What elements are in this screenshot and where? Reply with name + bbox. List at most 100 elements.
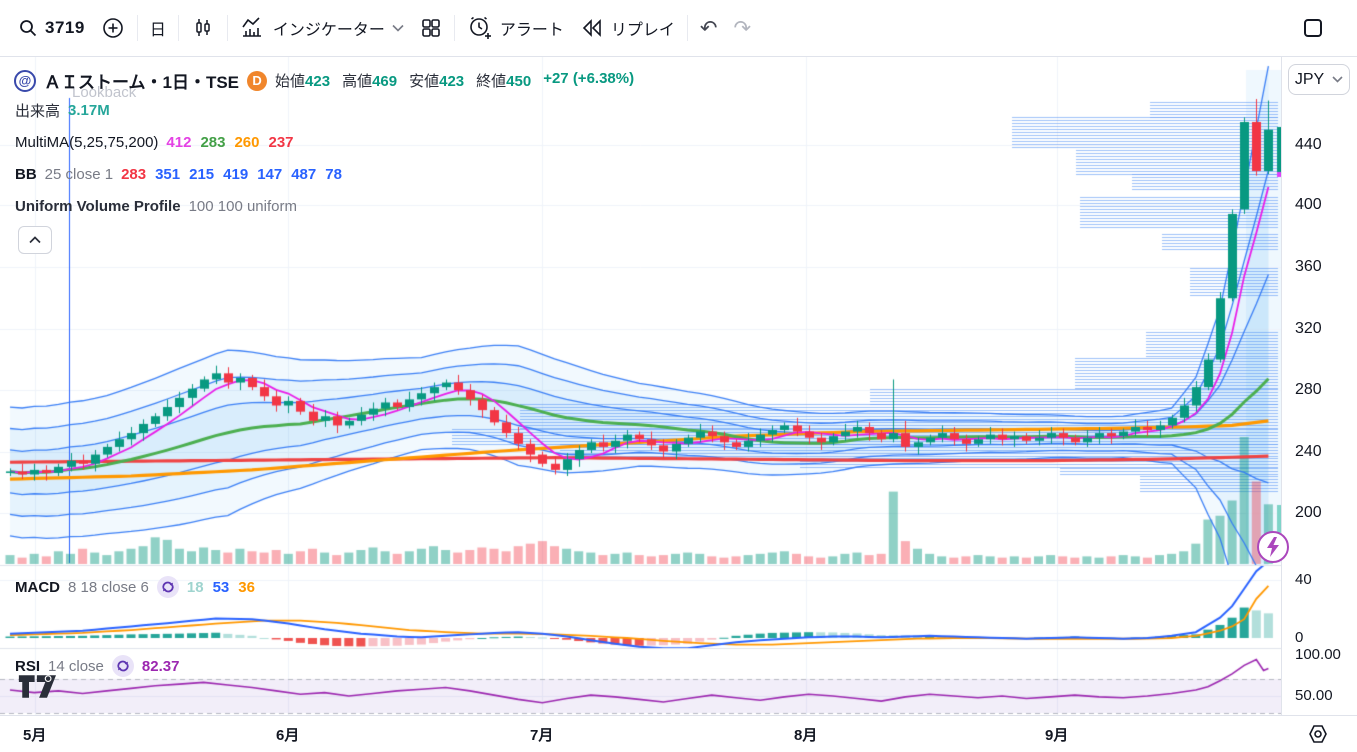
toolbar-separator (177, 15, 179, 41)
indicator-value: 419 (223, 166, 249, 183)
time-axis-month-label: 9月 (1045, 727, 1069, 744)
chevron-up-icon (29, 236, 41, 244)
currency-dropdown[interactable]: JPY (1288, 64, 1350, 95)
price-tick-label: 400 (1295, 196, 1322, 213)
indicator-value: 260 (234, 134, 260, 151)
indicator-value: 53 (212, 578, 230, 596)
time-axis-month-label: 7月 (530, 727, 554, 744)
lookback-drawing-label[interactable]: Lookback (72, 84, 137, 101)
bb-values: 283 351 215 419 147 487 78 (121, 166, 342, 183)
multima-values: 412 283 260 237 (166, 134, 293, 151)
replay-label: リプレイ (610, 22, 675, 39)
tradingview-logo[interactable] (16, 673, 60, 705)
replay-rewind-icon (582, 19, 601, 37)
toolbar-separator (136, 15, 138, 41)
rsi-tick-label: 50.00 (1295, 687, 1333, 704)
candlestick-icon (196, 19, 210, 36)
price-axis[interactable]: JPY 440 400 360 320 280 240 200 40 0 100.00 50.00 (1281, 57, 1357, 715)
alert-button[interactable]: アラート (459, 9, 572, 47)
axis-settings-gear-icon[interactable] (1306, 722, 1330, 751)
price-tick-label: 200 (1295, 504, 1322, 521)
time-axis-month-label: 8月 (794, 727, 818, 744)
redo-icon: ↷ (733, 16, 752, 40)
collapse-legend-button[interactable] (18, 226, 52, 254)
price-tick-label: 360 (1295, 258, 1322, 275)
indicators-icon (242, 17, 261, 37)
rsi-tick-label: 100.00 (1295, 646, 1341, 663)
replay-button[interactable]: リプレイ (572, 10, 683, 46)
chart-type-button[interactable] (183, 10, 223, 46)
interval-text: 日 (149, 22, 166, 39)
price-tick-label: 320 (1295, 320, 1322, 337)
indicator-value: 78 (325, 166, 342, 183)
undo-button[interactable]: ↶ (692, 12, 726, 44)
macd-sync-icon[interactable] (156, 576, 179, 598)
symbol-text: 3719 (45, 18, 85, 37)
ohlc-values: 始値423 高値469 安値423 終値450 +27 (+6.38%) (275, 70, 634, 91)
indicator-value: 36 (238, 578, 255, 596)
macd-tick-label: 40 (1295, 571, 1312, 588)
price-chart-canvas[interactable] (0, 57, 1281, 715)
rsi-sync-icon[interactable] (111, 655, 134, 677)
rsi-legend-row[interactable]: RSI 14 close 82.37 (15, 655, 179, 677)
time-axis-month-label: 5月 (23, 727, 47, 744)
time-axis-month-label: 6月 (276, 727, 300, 744)
uvp-legend-row[interactable]: Uniform Volume Profile 100 100 uniform (15, 198, 297, 215)
multima-legend-row[interactable]: MultiMA(5,25,75,200) 412 283 260 237 (15, 134, 294, 151)
macd-params: 8 18 close 6 (68, 578, 149, 596)
price-tick-label: 440 (1295, 136, 1322, 153)
macd-values: 18 53 36 (187, 579, 255, 596)
symbol-title[interactable]: ＡＩストーム・1日・TSE (44, 73, 240, 92)
interval-button[interactable]: 日 (142, 10, 174, 46)
interval-badge: D (247, 70, 268, 91)
toolbar-separator (453, 15, 455, 41)
indicator-value: 147 (257, 166, 283, 183)
lightning-button[interactable] (1257, 531, 1289, 563)
plus-circle-icon (103, 18, 123, 38)
macd-legend-row[interactable]: MACD 8 18 close 6 18 53 36 (15, 576, 255, 598)
macd-label: MACD (15, 578, 60, 596)
layout-grid-icon (422, 19, 440, 37)
alert-label: アラート (499, 22, 564, 39)
indicator-value: 18 (186, 578, 204, 596)
top-toolbar: 3719 日 インジケーター アラート リプレイ (0, 0, 1357, 57)
indicators-button[interactable]: インジケーター (232, 9, 412, 47)
price-tick-label: 280 (1295, 381, 1322, 398)
chevron-down-icon (392, 24, 404, 32)
rsi-label: RSI (15, 657, 41, 675)
redo-button[interactable]: ↷ (726, 12, 760, 44)
indicator-value: 351 (155, 166, 181, 183)
ohlc-item: 安値423 (409, 73, 465, 90)
bb-params: 25 close 1 (44, 166, 114, 183)
search-icon (20, 20, 37, 37)
symbol-legend-row[interactable]: @ ＡＩストーム・1日・TSE D 始値423 高値469 安値423 終値450 +2… (14, 68, 634, 93)
uvp-label: Uniform Volume Profile (15, 198, 181, 215)
volume-legend-row[interactable]: 出来高 3.17M (15, 100, 110, 121)
fullscreen-button[interactable] (1293, 10, 1333, 46)
symbol-search-button[interactable]: 3719 (10, 12, 93, 44)
ohlc-item: 高値469 (342, 73, 398, 90)
rsi-params: 14 close (48, 657, 104, 675)
ohlc-item: 終値450 (476, 73, 532, 90)
volume-label: 出来高 (15, 103, 61, 120)
alert-clock-plus-icon (470, 16, 491, 39)
bb-label: BB (15, 166, 37, 183)
indicator-value: 283 (121, 166, 147, 183)
change-value: +27 (+6.38%) (543, 70, 635, 87)
indicator-value: 412 (166, 134, 192, 151)
bb-legend-row[interactable]: BB 25 close 1 283 351 215 419 147 487 78 (15, 166, 342, 183)
undo-icon: ↶ (699, 16, 718, 40)
toolbar-separator (226, 15, 228, 41)
toolbar-separator (686, 15, 688, 41)
rsi-value: 82.37 (141, 657, 180, 675)
volume-value: 3.17M (68, 102, 110, 119)
indicator-value: 215 (189, 166, 215, 183)
compare-add-button[interactable] (93, 10, 133, 46)
layout-grid-button[interactable] (412, 11, 450, 45)
indicator-value: 487 (291, 166, 317, 183)
lightning-icon (1267, 537, 1279, 557)
square-icon (1304, 19, 1322, 37)
currency-label: JPY (1294, 70, 1325, 88)
time-axis[interactable]: 5月 6月 7月 8月 9月 (0, 715, 1357, 752)
indicator-value: 283 (200, 134, 226, 151)
